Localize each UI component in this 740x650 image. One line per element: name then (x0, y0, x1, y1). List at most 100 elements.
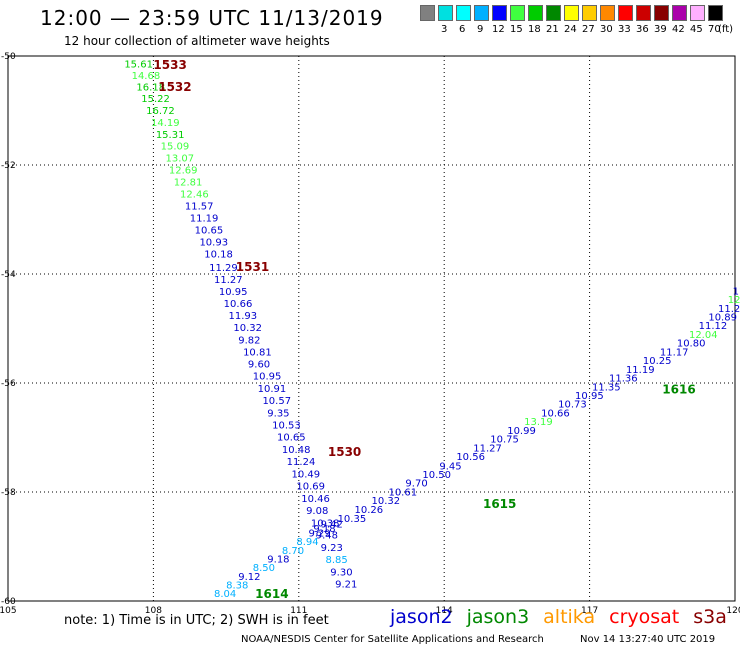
satellite-legend: jason2 jason3 altika cryosat s3a (390, 606, 740, 628)
y-tick-label: -60 (1, 597, 16, 607)
swh-data-point: 9.35 (267, 408, 289, 419)
swh-data-point: 10.93 (199, 237, 228, 248)
x-tick-label: 111 (290, 606, 307, 616)
swh-data-point: 10.32 (233, 323, 262, 334)
swh-data-point: 9.30 (330, 568, 352, 579)
swh-data-point: 9.21 (335, 580, 357, 591)
swh-data-point: 8.04 (214, 589, 236, 600)
color-swatch (672, 5, 687, 21)
y-tick-label: -50 (1, 52, 16, 62)
color-swatch (564, 5, 579, 21)
swh-data-point: 10.18 (204, 249, 233, 260)
swh-data-point: 10.65 (195, 225, 224, 236)
color-swatch (456, 5, 471, 21)
swh-data-point: 8.94 (296, 537, 318, 548)
swh-data-point: 11.36 (609, 374, 638, 385)
swh-data-point: 10.32 (372, 496, 401, 507)
swh-data-point: 9.29 (308, 528, 330, 539)
swh-data-point: 11.19 (626, 365, 655, 376)
swh-data-point: 16.72 (146, 106, 175, 117)
color-swatch (654, 5, 669, 21)
y-tick-label: -54 (1, 270, 16, 280)
color-swatch (546, 5, 561, 21)
swh-data-point: 15.61 (124, 60, 153, 71)
color-swatch (438, 5, 453, 21)
color-swatch-label: 15 (510, 24, 523, 35)
color-swatch-label: 27 (582, 24, 595, 35)
swh-data-point: 9.48 (316, 531, 338, 542)
color-swatch (474, 5, 489, 21)
swh-data-point: 10.61 (388, 487, 417, 498)
swh-data-point: 10.81 (243, 347, 272, 358)
color-swatch-label: 33 (618, 24, 631, 35)
swh-data-point: 8.50 (253, 563, 275, 574)
swh-data-point: 10.69 (296, 481, 325, 492)
y-tick-label: -52 (1, 161, 16, 171)
color-swatch-label: 42 (672, 24, 685, 35)
swh-data-point: 11.93 (229, 311, 258, 322)
color-swatch-label: 9 (477, 24, 484, 35)
color-swatch (528, 5, 543, 21)
satellite-name: s3a (693, 606, 727, 628)
pass-time-label: 1530 (328, 445, 361, 459)
chart-title: 12:00 — 23:59 UTC 11/13/2019 (40, 6, 384, 30)
y-tick-label: -56 (1, 379, 16, 389)
color-swatch (690, 5, 705, 21)
color-swatch-label: 70 (708, 24, 721, 35)
swh-data-point: 11.57 (185, 201, 214, 212)
color-swatch (492, 5, 507, 21)
swh-data-point: 11.27 (473, 443, 502, 454)
swh-data-point: 12.69 (169, 165, 198, 176)
color-swatch (600, 5, 615, 21)
swh-data-point: 8.38 (226, 581, 248, 592)
swh-data-point: 10.66 (541, 408, 570, 419)
y-tick-label: -58 (1, 488, 16, 498)
swh-data-point: 12.46 (180, 189, 209, 200)
swh-data-point: 10.26 (355, 505, 384, 516)
color-swatch-label: 18 (528, 24, 541, 35)
swh-data-point: 12.04 (689, 330, 718, 341)
color-swatch-label: 39 (654, 24, 667, 35)
pass-time-label: 1614 (255, 587, 288, 601)
swh-data-point: 15.09 (161, 141, 190, 152)
satellite-name: jason2 (390, 606, 453, 628)
data-points: 15.6114.6816.1815.2216.7214.1915.3115.09… (124, 60, 740, 600)
swh-data-point: 11.29 (209, 263, 238, 274)
swh-data-point: 10.75 (490, 435, 519, 446)
swh-data-point: 14.68 (132, 71, 161, 82)
swh-data-point: 16.18 (136, 83, 165, 94)
swh-data-point: 10.56 (456, 452, 485, 463)
swh-data-point: 8.85 (325, 555, 347, 566)
color-swatch (582, 5, 597, 21)
swh-data-point: 10.57 (262, 396, 291, 407)
color-swatch-label: 6 (459, 24, 466, 35)
color-swatch (510, 5, 525, 21)
color-swatch-label: 24 (564, 24, 577, 35)
swh-data-point: 9.18 (267, 554, 289, 565)
swh-data-point: 10.89 (708, 313, 737, 324)
x-tick-label: 108 (145, 606, 162, 616)
swh-data-point: 10.66 (224, 299, 253, 310)
plot-frame (7, 55, 736, 602)
swh-data-point: 9.12 (238, 572, 260, 583)
swh-data-point: 15.31 (156, 130, 185, 141)
credit-line: NOAA/NESDIS Center for Satellite Applica… (241, 634, 544, 645)
swh-data-point: 10.25 (643, 356, 672, 367)
swh-data-point: 10.95 (575, 391, 604, 402)
swh-data-point: 10.50 (422, 470, 451, 481)
x-tick-label: 117 (581, 606, 598, 616)
swh-data-point: 13.07 (166, 153, 195, 164)
generated-timestamp: Nov 14 13:27:40 UTC 2019 (580, 634, 716, 645)
color-swatch-label: 12 (492, 24, 505, 35)
swh-data-point: 10.95 (219, 287, 248, 298)
satellite-name: altika (543, 606, 596, 628)
swh-data-point: 9.60 (248, 359, 270, 370)
swh-data-point: 11.12 (699, 321, 728, 332)
footnote: note: 1) Time is in UTC; 2) SWH is in fe… (64, 613, 329, 628)
swh-data-point: 10.99 (507, 426, 536, 437)
swh-data-point: 9.08 (306, 506, 328, 517)
swh-data-point: 15.22 (141, 94, 170, 105)
swh-data-point: 8.70 (282, 546, 304, 557)
track-labels: 1533 1532 1531 1530 1614 1615 1616 (153, 58, 695, 601)
